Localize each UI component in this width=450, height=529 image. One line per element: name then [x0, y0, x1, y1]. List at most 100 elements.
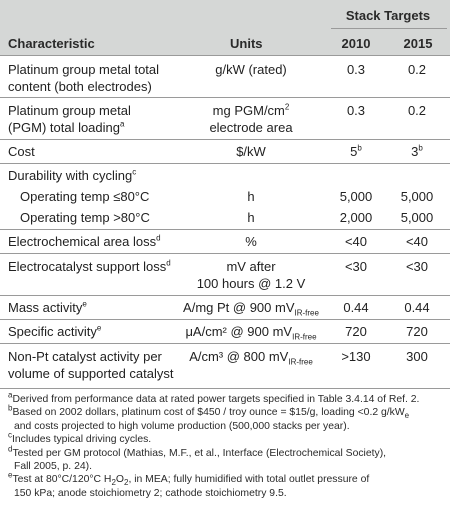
units-text: A/cm³ @ 800 mV	[189, 349, 289, 364]
row-units: mg PGM/cm2 electrode area	[183, 102, 319, 136]
row-value-2010: 0.3	[346, 103, 366, 118]
units-line-2: electrode area	[209, 120, 293, 135]
value-text: 5	[350, 144, 358, 159]
row-value-2015: 720	[406, 324, 428, 339]
char-line-2: (PGM) total loading	[8, 120, 120, 135]
row-units: g/kW (rated)	[215, 62, 287, 77]
table-row: Specific activitye μA/cm² @ 900 mVIR-fre…	[0, 319, 450, 344]
table-row: Electrocatalyst support lossd mV after 10…	[0, 253, 450, 296]
footnote-marker: b	[418, 143, 423, 153]
table-row: Electrochemical area lossd % <40 <40	[0, 229, 450, 254]
row-value-2010: 0.3	[346, 62, 366, 77]
footnote-a: aDerived from performance data at rated …	[8, 390, 444, 406]
row-characteristic: Non-Pt catalyst activity per volume of su…	[8, 348, 218, 382]
row-units: %	[245, 234, 257, 249]
row-characteristic: Electrochemical area lossd	[8, 233, 218, 250]
char-line-1: Platinum group metal total	[8, 62, 160, 77]
footnote-marker: c	[132, 167, 137, 177]
footnote-e-continued: 150 kPa; anode stoichiometry 2; cathode …	[14, 487, 287, 499]
footnote-mark: b	[8, 403, 13, 413]
footnote-b-continued: and costs projected to high volume produ…	[14, 420, 350, 432]
subrow-value-2010: 2,000	[339, 210, 373, 225]
footnote-c: cIncludes typical driving cycles.	[8, 430, 444, 446]
row-value-2010: <30	[344, 259, 368, 274]
row-characteristic: Cost	[8, 144, 35, 159]
table-row: Platinum group metal (PGM) total loadinga…	[0, 97, 450, 140]
char-text: Electrocatalyst support loss	[8, 259, 167, 274]
row-value-2015: 300	[406, 349, 428, 364]
footnote-mark: a	[8, 390, 13, 400]
footnote-marker: a	[120, 119, 125, 129]
header-units-label: Units	[230, 36, 263, 51]
footnote-text: , in MEA; fully humidified with total ou…	[128, 474, 370, 486]
subrow-units: h	[247, 189, 255, 204]
footnote-e: eTest at 80°C/120°C H2O2, in MEA; fully …	[8, 470, 444, 488]
footnote-b: bBased on 2002 dollars, platinum cost of…	[8, 403, 444, 421]
row-value-2010: 5b	[326, 143, 386, 160]
row-value-2015: <30	[405, 259, 429, 274]
subrow-units: h	[247, 210, 255, 225]
row-characteristic: Mass activitye	[8, 299, 218, 316]
header-year-2010: 2010	[341, 36, 371, 51]
header-year-2015: 2015	[403, 36, 433, 51]
footnote-d: dTested per GM protocol (Mathias, M.F., …	[8, 444, 444, 460]
table-row-group: Durability with cyclingc Operating temp …	[0, 163, 450, 230]
footnotes: aDerived from performance data at rated …	[8, 390, 444, 500]
units-text: μA/cm² @ 900 mV	[185, 324, 293, 339]
subrow-characteristic: Operating temp >80°C	[20, 210, 150, 225]
subrow-value-2010: 5,000	[339, 189, 373, 204]
footnote-mark: c	[8, 430, 12, 440]
row-value-2015: 3b	[388, 143, 446, 160]
char-line-2: content (both electrodes)	[8, 79, 152, 94]
footnote-text: Includes typical driving cycles.	[12, 434, 152, 446]
stack-targets-title: Stack Targets	[345, 8, 431, 23]
units-subscript: IR-free	[288, 357, 313, 367]
row-value-2015: 0.44	[404, 300, 430, 315]
row-characteristic: Platinum group metal total content (both …	[8, 61, 218, 95]
footnote-text: O	[115, 474, 124, 486]
units-subscript: IR-free	[294, 308, 319, 318]
units-text: A/mg Pt @ 900 mV	[183, 300, 295, 315]
footnote-d-continued: Fall 2005, p. 24).	[14, 461, 92, 473]
char-line-1: Platinum group metal	[8, 103, 131, 118]
table-row: Non-Pt catalyst activity per volume of su…	[0, 343, 450, 389]
footnote-text: Based on 2002 dollars, platinum cost of …	[12, 407, 405, 419]
row-value-2010: <40	[344, 234, 368, 249]
subrow-characteristic: Operating temp ≤80°C	[20, 189, 150, 204]
char-text: Electrochemical area loss	[8, 234, 157, 249]
footnote-text: Derived from performance data at rated p…	[12, 394, 420, 405]
stack-targets-rule	[331, 28, 447, 29]
char-line-2: volume of supported catalyst	[8, 366, 174, 381]
footnote-marker: b	[357, 143, 362, 153]
footnote-marker: e	[96, 323, 102, 333]
footnote-mark: d	[8, 444, 13, 454]
units-line-1: mV after	[226, 259, 276, 274]
subrow-value-2015: 5,000	[400, 189, 434, 204]
row-characteristic: Platinum group metal (PGM) total loadinga	[8, 102, 218, 136]
table-row: Cost $/kW 5b 3b	[0, 139, 450, 164]
footnote-marker: e	[82, 299, 87, 309]
units-line-2: 100 hours @ 1.2 V	[196, 276, 306, 291]
row-value-2015: 0.2	[407, 62, 427, 77]
row-characteristic: Durability with cyclingc	[8, 167, 218, 184]
row-units: $/kW	[236, 144, 266, 159]
char-text: Specific activity	[8, 324, 97, 339]
header-characteristic: Characteristic	[8, 36, 95, 51]
table-header-band	[0, 0, 450, 55]
footnote-text: Test at 80°C/120°C H	[12, 474, 112, 486]
char-line-1: Non-Pt catalyst activity per	[8, 349, 162, 364]
units-subscript: IR-free	[292, 332, 317, 342]
footnote-marker: d	[156, 233, 161, 243]
char-text: Mass activity	[8, 300, 83, 315]
row-units: A/mg Pt @ 900 mVIR-free	[183, 299, 319, 318]
footnote-subscript: 2	[123, 478, 129, 488]
row-value-2010: 720	[345, 324, 367, 339]
subrow-value-2015: 5,000	[400, 210, 434, 225]
footnote-subscript: e	[404, 411, 410, 421]
footnote-marker: d	[166, 258, 171, 268]
char-text: Durability with cycling	[8, 168, 133, 183]
footnote-text: Tested per GM protocol (Mathias, M.F., e…	[12, 447, 387, 459]
footnote-mark: e	[8, 470, 13, 480]
units-line-1: mg PGM/cm	[212, 103, 285, 118]
